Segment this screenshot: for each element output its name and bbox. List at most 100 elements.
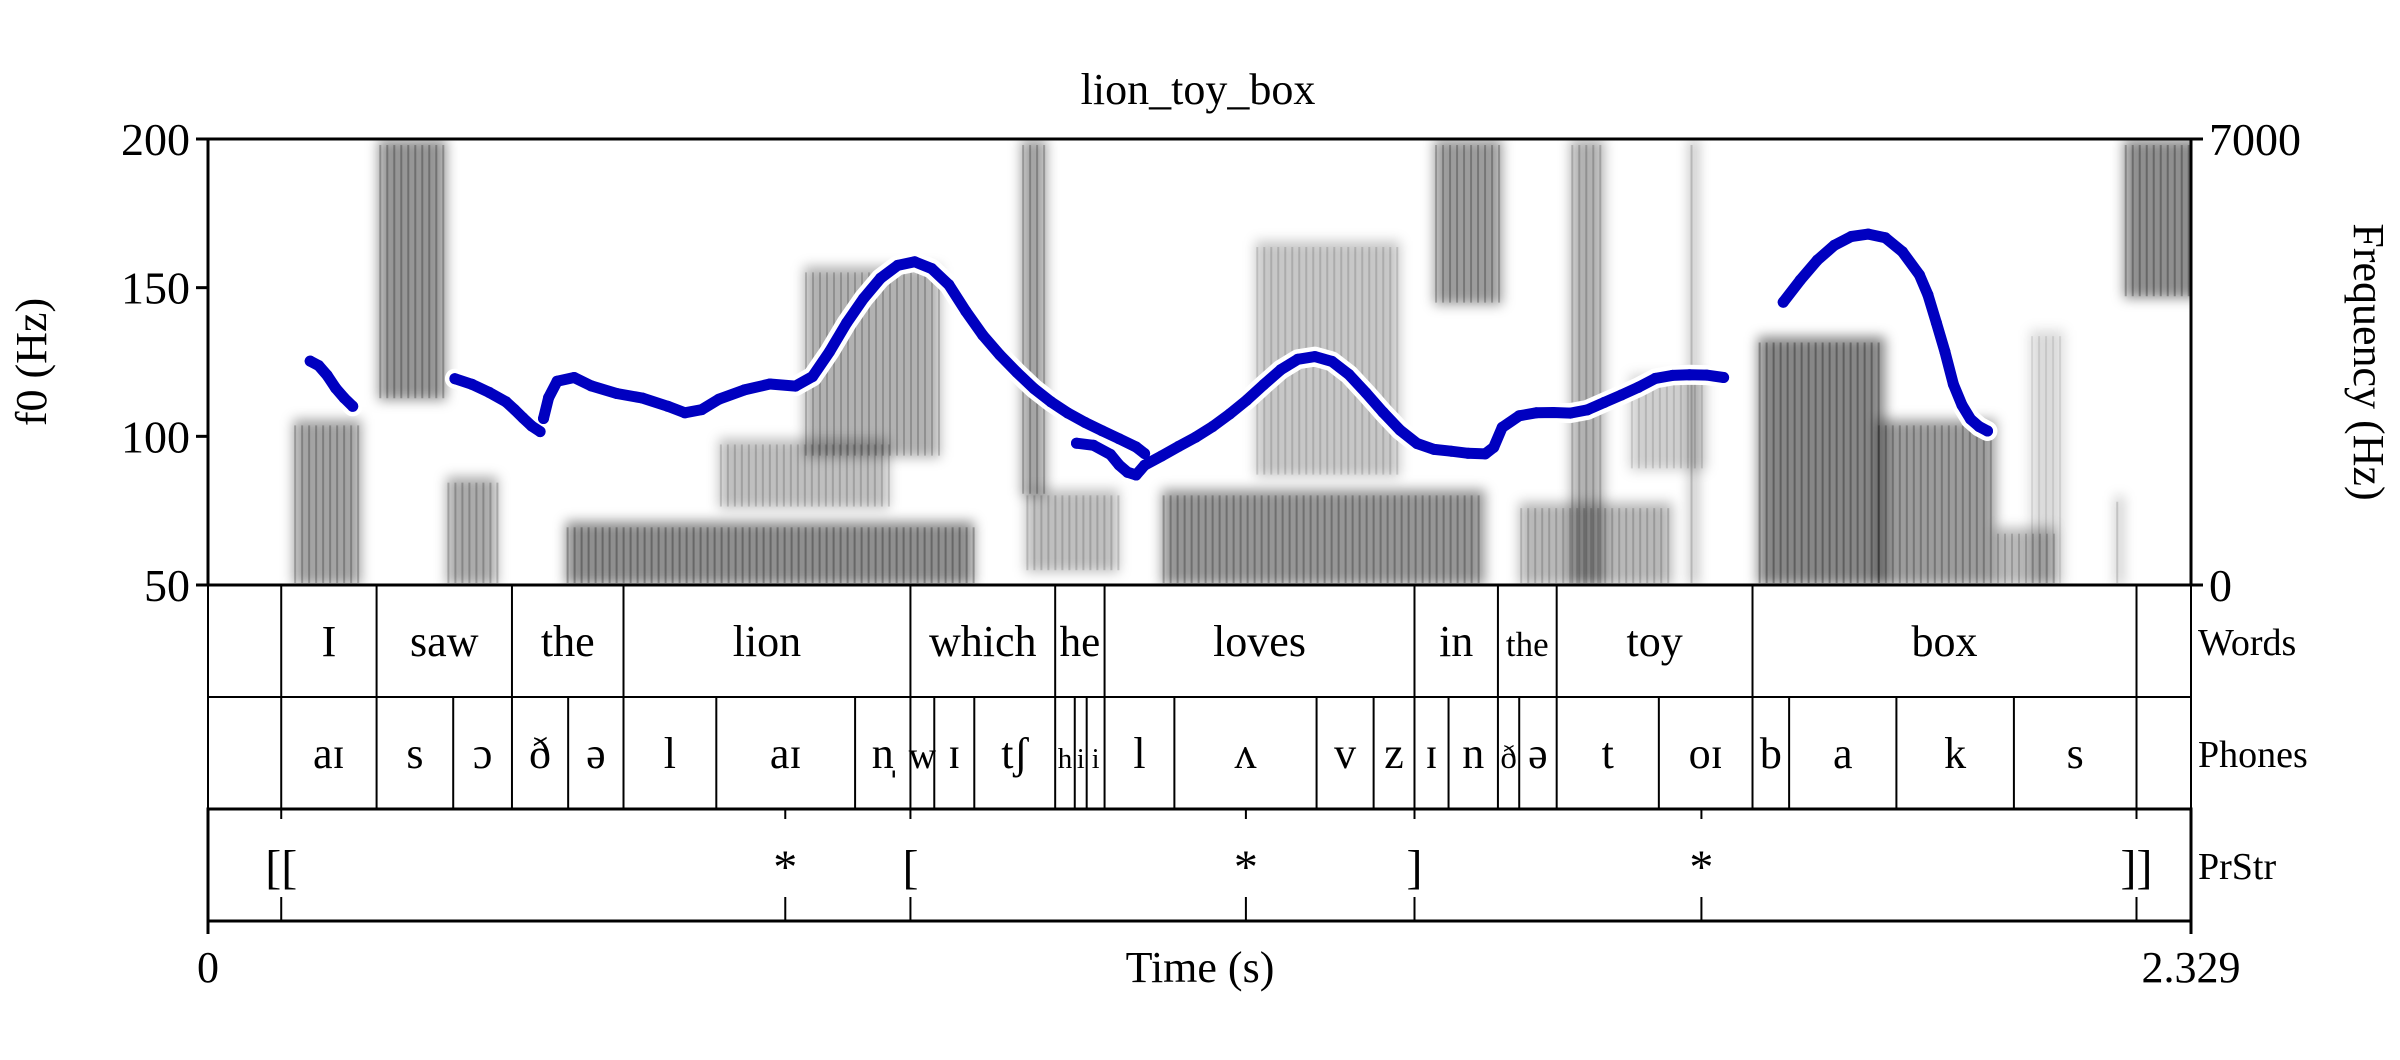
spectrogram-energy [293,139,2191,585]
interval-label: l [664,729,676,778]
spectrogram-blob [1161,489,1486,585]
axes: 50 100 150 200 0 7000 0 2.329 [121,114,2301,992]
f0-point [1718,372,1730,383]
f0-point [1462,447,1474,459]
f0-point [1428,443,1440,455]
words-tier-box [207,584,2192,698]
f0-point [347,400,359,412]
f0-point [313,360,325,372]
f0-point [1113,433,1125,445]
f0-point [738,384,750,396]
f0-point [875,272,887,284]
f0-point [330,382,342,394]
f0-track [300,224,1998,485]
interval-label: t [1602,729,1614,778]
f0-point [1828,239,1840,251]
spectrogram-blob [2115,495,2124,585]
f0-point [892,259,904,271]
f0-point [1581,404,1593,416]
f0-point [509,404,520,416]
f0-point [1071,437,1082,449]
f0-point [304,355,316,367]
interval-label: ə [1528,729,1548,778]
phones-tier-box [207,696,2192,810]
f0-point [1113,459,1125,471]
f0-point [1794,274,1806,286]
y2-tick-label: 7000 [2209,114,2301,165]
f0-point [960,305,972,317]
interval-label: k [1944,729,1966,778]
spectrogram-blob [1689,139,1699,585]
f0-point [1258,379,1270,391]
tier-name: Words [2198,622,2296,664]
interval-label: I [322,617,337,666]
f0-point [1096,425,1108,437]
interval-label: n̩ [872,729,896,778]
f0-point [1811,254,1823,266]
f0-point [1028,383,1040,394]
f0-point [1360,387,1372,399]
tier-phones: aɪ s ɔ ð ə l aɪ n̩ w ɪ tʃ h i i l ʌ v z ɪ n ð ə t oɪ b a k s Phones [280,697,2308,809]
f0-point [1947,378,1959,390]
interval-label: ð [1500,740,1517,776]
f0-point [1130,441,1142,453]
interval-label: saw [410,617,479,666]
f0-point [636,392,648,404]
f0-point [1275,364,1287,376]
f0-point [1939,346,1951,358]
f0-point [1862,228,1874,240]
f0-point [321,369,333,381]
f0-point [1241,394,1253,406]
f0-point [926,263,938,275]
f0-point [1930,317,1942,329]
point-label: * [773,841,797,894]
f0-point [943,279,955,291]
spectrogram-blob [1876,419,1997,585]
y2-axis-label: Frequency (Hz) [2344,223,2393,500]
spectrogram-blob [446,476,498,585]
tier-name: Phones [2198,734,2308,776]
f0-point [1547,407,1559,418]
f0-point [1079,416,1091,428]
f0-point [1011,366,1023,378]
interval-label: ɔ [473,729,493,778]
f0-point [526,420,537,432]
spectrogram-blob [1757,336,1886,585]
interval-label: ʌ [1234,729,1256,778]
f0-point [568,372,580,383]
f0-point [1411,438,1423,449]
f0-point [1701,369,1712,381]
f0-point [790,380,801,392]
tier-prstr: [[* [*] *]] PrStr [265,809,2276,921]
x-axis-label: Time (s) [1126,943,1275,992]
spectrogram-blob [565,521,975,585]
f0-point [1598,396,1610,408]
f0-point [1343,369,1355,380]
f0-point [466,378,478,390]
spectrogram-blob [1570,139,1605,585]
f0-point [1956,399,1968,411]
f0-point [483,386,495,398]
f0-point [1156,450,1168,462]
tier-name: PrStr [2198,846,2276,888]
f0-point [662,400,674,412]
f0-point [1615,389,1627,401]
f0-point [1684,369,1695,381]
f0-point [994,349,1006,361]
f0-point [824,346,836,358]
interval-label: ɪ [948,729,960,778]
interval-label: v [1334,729,1356,778]
interval-label: b [1760,729,1782,778]
f0-point [696,404,708,416]
f0-point [1965,413,1976,425]
point-label: ] [1406,841,1422,894]
f0-point [1139,459,1151,471]
f0-point [1513,410,1525,422]
f0-point [1207,421,1219,432]
point-label: ]] [2121,841,2153,894]
interval-label: ð [529,729,551,778]
point-label: [[ [265,841,297,894]
